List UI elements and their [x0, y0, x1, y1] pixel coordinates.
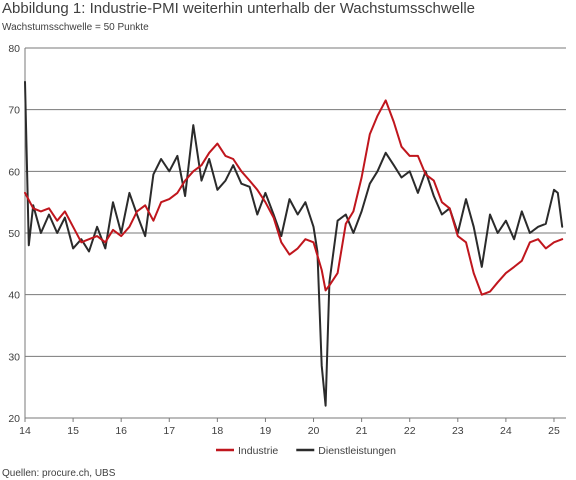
x-tick-label: 15 — [67, 425, 79, 437]
chart-subtitle: Wachstumsschwelle = 50 Punkte — [2, 22, 149, 33]
x-tick-label: 16 — [115, 425, 127, 437]
series-line-industrie — [24, 99, 564, 296]
x-tick-label: 19 — [260, 425, 272, 437]
y-tick-label: 80 — [8, 43, 20, 55]
legend-label-dienstleistungen: Dienstleistungen — [318, 445, 396, 457]
legend: Industrie Dienstleistungen — [216, 445, 396, 457]
y-tick-label: 40 — [8, 290, 20, 302]
chart-title: Abbildung 1: Industrie-PMI weiterhin unt… — [2, 0, 476, 17]
y-tick-label: 60 — [8, 166, 20, 178]
x-tick-label: 18 — [212, 425, 224, 437]
y-tick-label: 30 — [8, 351, 20, 363]
x-tick-label: 20 — [308, 425, 320, 437]
gridlines — [25, 47, 566, 419]
series-line-dienstleistungen — [24, 80, 564, 407]
legend-label-industrie: Industrie — [238, 445, 278, 457]
x-tick-label: 22 — [404, 425, 416, 437]
y-tick-label: 50 — [8, 228, 20, 240]
x-tick-label: 25 — [548, 425, 560, 437]
source-note: Quellen: procure.ch, UBS — [2, 468, 116, 479]
x-tick-label: 23 — [452, 425, 464, 437]
y-tick-label: 70 — [8, 105, 20, 117]
x-tick-label: 17 — [163, 425, 175, 437]
series-lines — [24, 80, 564, 407]
y-tick-label: 20 — [8, 413, 20, 425]
axes: 20 30 40 50 60 70 80 14 15 16 17 18 19 20 21 22 23 24 25 — [8, 43, 560, 437]
x-tick-label: 14 — [19, 425, 31, 437]
x-tick-label: 24 — [500, 425, 512, 437]
x-tick-label: 21 — [356, 425, 368, 437]
